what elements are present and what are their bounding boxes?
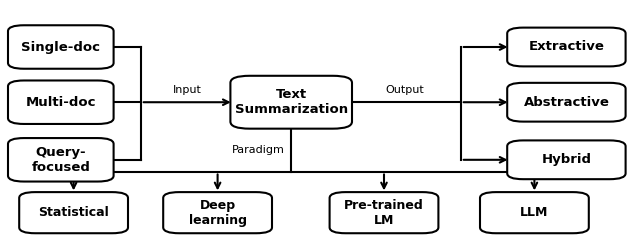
Text: Extractive: Extractive — [529, 40, 604, 54]
FancyBboxPatch shape — [163, 192, 272, 233]
Text: Deep
learning: Deep learning — [189, 199, 246, 227]
Text: Input: Input — [173, 85, 202, 95]
FancyBboxPatch shape — [330, 192, 438, 233]
Text: Multi-doc: Multi-doc — [26, 96, 96, 109]
Text: Abstractive: Abstractive — [524, 96, 609, 109]
Text: Output: Output — [385, 85, 424, 95]
Text: Pre-trained
LM: Pre-trained LM — [344, 199, 424, 227]
Text: LLM: LLM — [520, 206, 548, 219]
FancyBboxPatch shape — [8, 25, 114, 69]
FancyBboxPatch shape — [480, 192, 589, 233]
FancyBboxPatch shape — [19, 192, 128, 233]
Text: Paradigm: Paradigm — [232, 145, 285, 155]
Text: Statistical: Statistical — [38, 206, 109, 219]
FancyBboxPatch shape — [507, 141, 626, 179]
FancyBboxPatch shape — [8, 138, 114, 181]
Text: Text
Summarization: Text Summarization — [235, 88, 348, 116]
Text: Single-doc: Single-doc — [21, 40, 100, 54]
FancyBboxPatch shape — [8, 80, 114, 124]
FancyBboxPatch shape — [230, 76, 352, 129]
Text: Hybrid: Hybrid — [541, 153, 591, 166]
Text: Query-
focused: Query- focused — [31, 146, 90, 174]
FancyBboxPatch shape — [507, 27, 626, 66]
FancyBboxPatch shape — [507, 83, 626, 122]
